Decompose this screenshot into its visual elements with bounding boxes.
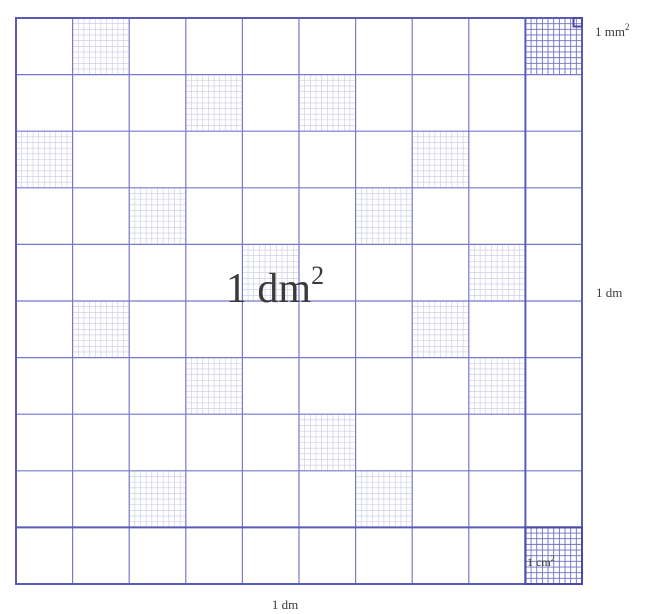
bottom-side-label: 1 dm [272,597,298,612]
centimeter-square-highlight [524,526,584,586]
decimeter-square-border [15,17,583,585]
centimeter-grid [16,18,582,584]
millimeter-fine-grid [16,18,582,584]
millimeter-corner-highlight [572,17,584,28]
main-area-label: 1 dm2 [226,261,324,312]
small-square-label: 1 mm2 [595,22,629,39]
right-side-label: 1 dm [596,285,622,300]
centimeter-square-label: 1 cm2 [527,554,555,569]
